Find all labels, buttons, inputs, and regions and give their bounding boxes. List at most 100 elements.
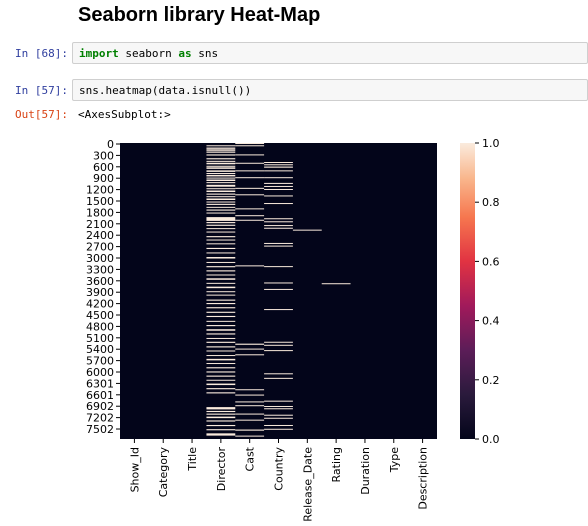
heatmap-cell-null: [206, 302, 236, 305]
heatmap-cell-null: [206, 151, 236, 153]
y-tick-label: 3600: [86, 275, 114, 288]
heatmap-cell-null: [206, 252, 236, 254]
heatmap-cell-null: [206, 291, 236, 293]
heatmap-cell-null: [264, 341, 293, 343]
heatmap-cell-null: [264, 218, 293, 220]
colorbar-tick-label: 0.2: [482, 374, 500, 387]
heatmap-cell-null: [206, 243, 236, 245]
heatmap-cell-null: [206, 320, 236, 322]
heatmap-cell-null: [235, 265, 265, 267]
heatmap-cell-null: [206, 170, 236, 172]
heatmap-cell-null: [235, 208, 265, 210]
heatmap-cell-null: [206, 299, 236, 301]
code-cell[interactable]: sns.heatmap(data.isnull()): [72, 79, 588, 101]
heatmap-cell-null: [206, 278, 236, 280]
heatmap-cell-null: [206, 329, 236, 331]
y-tick-label: 6000: [86, 366, 114, 379]
heatmap-cell-null: [206, 203, 236, 205]
y-tick-label: 3300: [86, 263, 114, 276]
code-line[interactable]: import seaborn as sns: [79, 47, 218, 60]
y-tick-label: 2100: [86, 218, 114, 231]
x-axis: Show_Id Category Title Director Cast Country R…: [128, 439, 430, 522]
heatmap-background: [120, 143, 437, 439]
heatmap-cell-null: [235, 170, 265, 172]
heatmap-cell-null: [206, 407, 236, 410]
heatmap-cell-null: [206, 174, 236, 177]
y-tick-label: 0: [107, 138, 114, 151]
heatmap-cell-null: [235, 343, 265, 345]
heatmap-cell-null: [206, 346, 236, 348]
heatmap-cell-null: [206, 190, 236, 193]
heatmap-cell-null: [206, 193, 236, 195]
keyword: as: [178, 47, 192, 60]
heatmap-cell-null: [206, 160, 236, 162]
heatmap-cell-null: [206, 383, 236, 386]
y-tick-label: 2700: [86, 241, 114, 254]
page-title: Seaborn library Heat-Map: [78, 4, 321, 26]
heatmap-cell-null: [206, 184, 236, 187]
heatmap-cell-null: [206, 355, 236, 357]
heatmap-cell-null: [235, 429, 265, 431]
heatmap-cell-null: [264, 227, 293, 229]
code-line[interactable]: sns.heatmap(data.isnull()): [79, 84, 252, 97]
heatmap-cell-null: [264, 344, 293, 346]
heatmap-cell-null: [292, 229, 322, 231]
heatmap-cell-null: [264, 164, 293, 166]
heatmap-cell-null: [206, 429, 236, 431]
heatmap-cell-null: [264, 377, 293, 379]
heatmap-cell-null: [235, 162, 265, 164]
heatmap-cell-null: [206, 162, 236, 165]
y-tick-label: 3900: [86, 286, 114, 299]
heatmap-cell-null: [206, 145, 236, 147]
heatmap-cell-null: [264, 177, 293, 179]
heatmap-cell-null: [206, 410, 236, 413]
y-tick-label: 6301: [86, 377, 114, 390]
x-tick-label: Category: [157, 447, 170, 498]
heatmap-cell-null: [264, 182, 293, 184]
x-tick-label: Country: [273, 447, 286, 491]
x-tick-label: Rating: [330, 447, 343, 482]
heatmap-cell-null: [264, 166, 293, 168]
heatmap-cell-null: [206, 358, 236, 361]
heatmap-cell-null: [206, 363, 236, 365]
y-tick-label: 600: [93, 161, 114, 174]
heatmap-cell-null: [206, 311, 236, 313]
heatmap-cell-null: [206, 173, 236, 175]
heatmap-cell-null: [235, 354, 265, 356]
cell-prompt: In [57]:: [15, 84, 68, 97]
code-token: sns: [191, 47, 219, 60]
y-tick-label: 3000: [86, 252, 114, 265]
heatmap-cell-null: [264, 400, 293, 402]
x-tick-label: Show_Id: [128, 447, 141, 492]
heatmap-cell-null: [264, 424, 293, 426]
x-tick-label: Director: [215, 447, 228, 492]
heatmap-cell-null: [235, 219, 265, 221]
heatmap-cell-null: [264, 408, 293, 410]
heatmap-cell-null: [206, 388, 236, 390]
heatmap-cell-null: [264, 282, 293, 284]
y-tick-label: 5100: [86, 332, 114, 345]
heatmap-cell-null: [206, 341, 236, 343]
heatmap-cell-null: [206, 212, 236, 214]
heatmap-cell-null: [206, 198, 236, 201]
heatmap-cell-null: [206, 209, 236, 211]
heatmap-cell-null: [264, 170, 293, 172]
heatmap-cell-null: [206, 236, 236, 238]
y-tick-label: 2400: [86, 229, 114, 242]
y-tick-label: 5400: [86, 343, 114, 356]
output-prompt: Out[57]:: [15, 108, 68, 121]
heatmap-cell-null: [206, 375, 236, 377]
heatmap-cell-null: [206, 179, 236, 182]
heatmap-cell-null: [206, 257, 236, 259]
heatmap-cell-null: [264, 225, 293, 227]
x-tick-label: Description: [417, 447, 430, 510]
heatmap-cell-null: [206, 286, 236, 289]
y-tick-label: 4800: [86, 320, 114, 333]
heatmap-cell-null: [206, 371, 236, 373]
heatmap-cell-null: [264, 373, 293, 375]
code-cell[interactable]: import seaborn as sns: [72, 42, 588, 64]
heatmap-cell-null: [206, 333, 236, 335]
heatmap-cell-null: [206, 228, 236, 230]
heatmap-cell-null: [206, 188, 236, 190]
